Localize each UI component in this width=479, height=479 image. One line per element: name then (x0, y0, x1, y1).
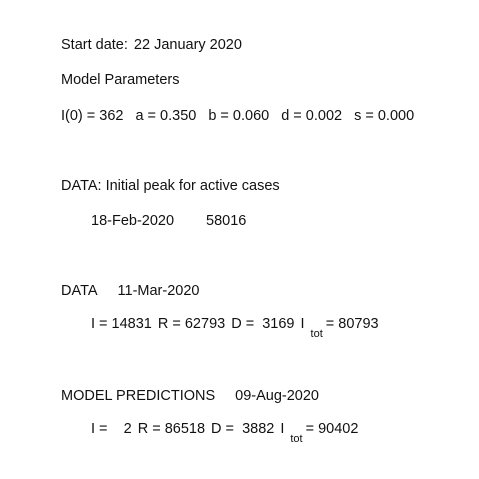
data-heading: DATA 11-Mar-2020 (61, 284, 199, 299)
data-r: R = 62793 (157, 316, 226, 332)
data-values: I = 14831 R = 62793 D = 3169 Itot= 80793 (91, 316, 379, 340)
param-i0: I(0) = 362 (61, 108, 124, 124)
data-i: I = 14831 (91, 316, 152, 332)
predictions-itot-value: = 90402 (305, 421, 359, 437)
data-d: D = 3169 (231, 316, 295, 332)
predictions-date: 09-Aug-2020 (235, 388, 319, 404)
param-d: d = 0.002 (281, 108, 343, 124)
predictions-values: I = 2 R = 86518 D = 3882 Itot= 90402 (91, 421, 359, 445)
predictions-i: I = 2 (91, 421, 132, 437)
predictions-label: MODEL PREDICTIONS (61, 388, 216, 404)
model-parameters-values: I(0) = 362 a = 0.350 b = 0.060 d = 0.002 s =… (61, 109, 414, 124)
predictions-itot-symbol: I (280, 421, 285, 437)
initial-peak-date: 18-Feb-2020 (91, 213, 175, 229)
param-a: a = 0.350 (135, 108, 197, 124)
data-itot-symbol: I (300, 316, 305, 332)
start-date-label: Start date: (61, 37, 128, 53)
start-date-value: 22 January 2020 (133, 37, 242, 53)
predictions-heading: MODEL PREDICTIONS 09-Aug-2020 (61, 389, 319, 404)
model-parameters-title: Model Parameters (61, 72, 180, 88)
initial-peak-row: 18-Feb-2020 58016 (91, 214, 246, 229)
predictions-itot-subscript: tot (290, 433, 303, 445)
data-label: DATA (61, 283, 98, 299)
param-b: b = 0.060 (208, 108, 270, 124)
predictions-d: D = 3882 (211, 421, 275, 437)
initial-peak-value: 58016 (206, 213, 247, 229)
param-s: s = 0.000 (354, 108, 415, 124)
data-itot-value: = 80793 (325, 316, 379, 332)
data-date: 11-Mar-2020 (117, 283, 200, 299)
data-itot-subscript: tot (310, 328, 323, 340)
initial-peak-heading: DATA: Initial peak for active cases (61, 178, 280, 194)
predictions-r: R = 86518 (137, 421, 206, 437)
start-date-line: Start date: 22 January 2020 (61, 38, 242, 53)
